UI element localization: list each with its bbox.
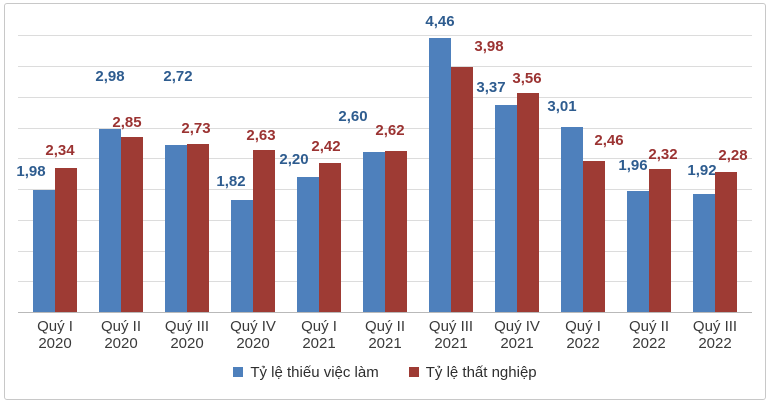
bar-value-label: 1,82 bbox=[216, 173, 246, 190]
bar-underemployment bbox=[33, 190, 55, 312]
bar-unemployment bbox=[187, 144, 209, 312]
bar-unemployment bbox=[55, 168, 77, 312]
x-axis-label: Quý IV 2021 bbox=[494, 318, 540, 352]
bar-value-label: 1,98 bbox=[16, 163, 46, 180]
legend-label-unemployment: Tỷ lệ thất nghiệp bbox=[425, 363, 537, 381]
bar-underemployment bbox=[627, 191, 649, 312]
gridline bbox=[18, 97, 752, 98]
bar-underemployment bbox=[693, 194, 715, 312]
legend-marker-unemployment bbox=[408, 367, 419, 377]
bar-value-label: 3,98 bbox=[474, 38, 504, 55]
bar-value-label: 4,46 bbox=[425, 13, 455, 30]
x-axis-label: Quý II 2020 bbox=[100, 318, 141, 352]
legend: Tỷ lệ thiếu việc làm Tỷ lệ thất nghiệp bbox=[0, 362, 770, 382]
x-axis-label: Quý III 2022 bbox=[692, 318, 738, 352]
bar-underemployment bbox=[231, 200, 253, 312]
bar-value-label: 2,72 bbox=[163, 68, 193, 85]
bar-unemployment bbox=[649, 169, 671, 312]
bar-underemployment bbox=[429, 38, 451, 312]
bar-value-label: 2,20 bbox=[279, 151, 309, 168]
bar-underemployment bbox=[561, 127, 583, 312]
bar-value-label: 2,63 bbox=[246, 127, 276, 144]
legend-item-underemployment: Tỷ lệ thiếu việc làm bbox=[233, 363, 379, 381]
x-axis-label: Quý III 2020 bbox=[164, 318, 210, 352]
bar-underemployment bbox=[495, 105, 517, 312]
bar-unemployment bbox=[715, 172, 737, 312]
legend-item-unemployment: Tỷ lệ thất nghiệp bbox=[408, 363, 537, 381]
bar-value-label: 3,01 bbox=[547, 98, 577, 115]
x-axis-line bbox=[18, 312, 752, 313]
bar-underemployment bbox=[363, 152, 385, 312]
x-axis-label: Quý III 2021 bbox=[428, 318, 474, 352]
bar-value-label: 2,28 bbox=[718, 147, 748, 164]
legend-label-underemployment: Tỷ lệ thiếu việc làm bbox=[250, 363, 379, 381]
bar-value-label: 2,98 bbox=[95, 68, 125, 85]
bar-unemployment bbox=[121, 137, 143, 312]
x-axis-label: Quý IV 2020 bbox=[230, 318, 276, 352]
legend-marker-underemployment bbox=[233, 367, 244, 377]
gridline bbox=[18, 128, 752, 129]
x-axis-label: Quý I 2022 bbox=[565, 318, 601, 352]
bar-underemployment bbox=[165, 145, 187, 312]
bar-unemployment bbox=[451, 67, 473, 312]
bar-value-label: 2,73 bbox=[181, 120, 211, 137]
gridline bbox=[18, 35, 752, 36]
bar-unemployment bbox=[583, 161, 605, 312]
bar-value-label: 2,46 bbox=[594, 132, 624, 149]
bar-unemployment bbox=[253, 150, 275, 312]
bar-value-label: 3,56 bbox=[512, 70, 542, 87]
bar-value-label: 2,42 bbox=[311, 138, 341, 155]
bar-underemployment bbox=[99, 129, 121, 312]
bar-value-label: 2,62 bbox=[375, 122, 405, 139]
bar-value-label: 2,34 bbox=[45, 142, 75, 159]
gridline bbox=[18, 66, 752, 67]
bar-value-label: 3,37 bbox=[476, 79, 506, 96]
bar-underemployment bbox=[297, 177, 319, 312]
x-axis-label: Quý II 2022 bbox=[628, 318, 669, 352]
x-axis-label: Quý II 2021 bbox=[364, 318, 405, 352]
bar-value-label: 2,32 bbox=[648, 146, 678, 163]
bar-value-label: 2,60 bbox=[338, 108, 368, 125]
x-axis-label: Quý I 2021 bbox=[301, 318, 337, 352]
bar-value-label: 2,85 bbox=[112, 114, 142, 131]
bar-value-label: 1,92 bbox=[687, 162, 717, 179]
bar-unemployment bbox=[319, 163, 341, 312]
bar-unemployment bbox=[517, 93, 539, 312]
bar-value-label: 1,96 bbox=[618, 157, 648, 174]
x-axis-label: Quý I 2020 bbox=[37, 318, 73, 352]
bar-unemployment bbox=[385, 151, 407, 312]
